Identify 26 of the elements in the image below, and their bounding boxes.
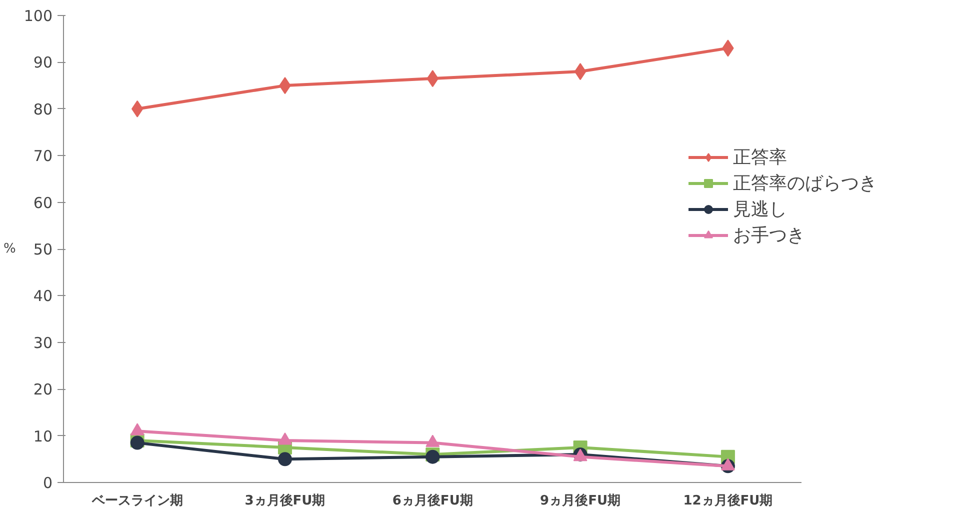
x-tick-label: 9ヵ月後FU期	[540, 492, 621, 508]
point	[130, 436, 144, 450]
y-tick-label: 60	[33, 194, 53, 212]
y-tick-label: 50	[33, 240, 53, 258]
legend-label: 正答率のばらつき	[733, 172, 877, 195]
y-tick-label: 0	[42, 474, 53, 492]
y-tick-label: 100	[24, 7, 53, 25]
x-tick-label: ベースライン期	[90, 494, 183, 508]
legend-label: 正答率	[733, 146, 787, 169]
point	[426, 450, 440, 464]
x-tick-label: 3ヵ月後FU期	[244, 492, 326, 508]
legend-label: 見逃し	[733, 198, 787, 221]
point	[574, 63, 586, 80]
y-axis-title: %	[4, 242, 16, 256]
point	[131, 100, 144, 118]
y-tick-label: 70	[33, 147, 53, 166]
y-tick-label: 90	[33, 54, 53, 72]
legend-label: お手つき	[733, 224, 805, 247]
x-tick-label: 12ヵ月後FU期	[683, 492, 773, 508]
y-tick-label: 40	[33, 287, 53, 306]
y-tick-label: 80	[33, 100, 53, 118]
x-tick-label: 6ヵ月後FU期	[392, 492, 473, 508]
y-tick-label: 30	[33, 334, 53, 352]
y-tick-label: 20	[33, 380, 53, 399]
y-tick-label: 10	[33, 427, 53, 446]
point	[278, 452, 292, 466]
